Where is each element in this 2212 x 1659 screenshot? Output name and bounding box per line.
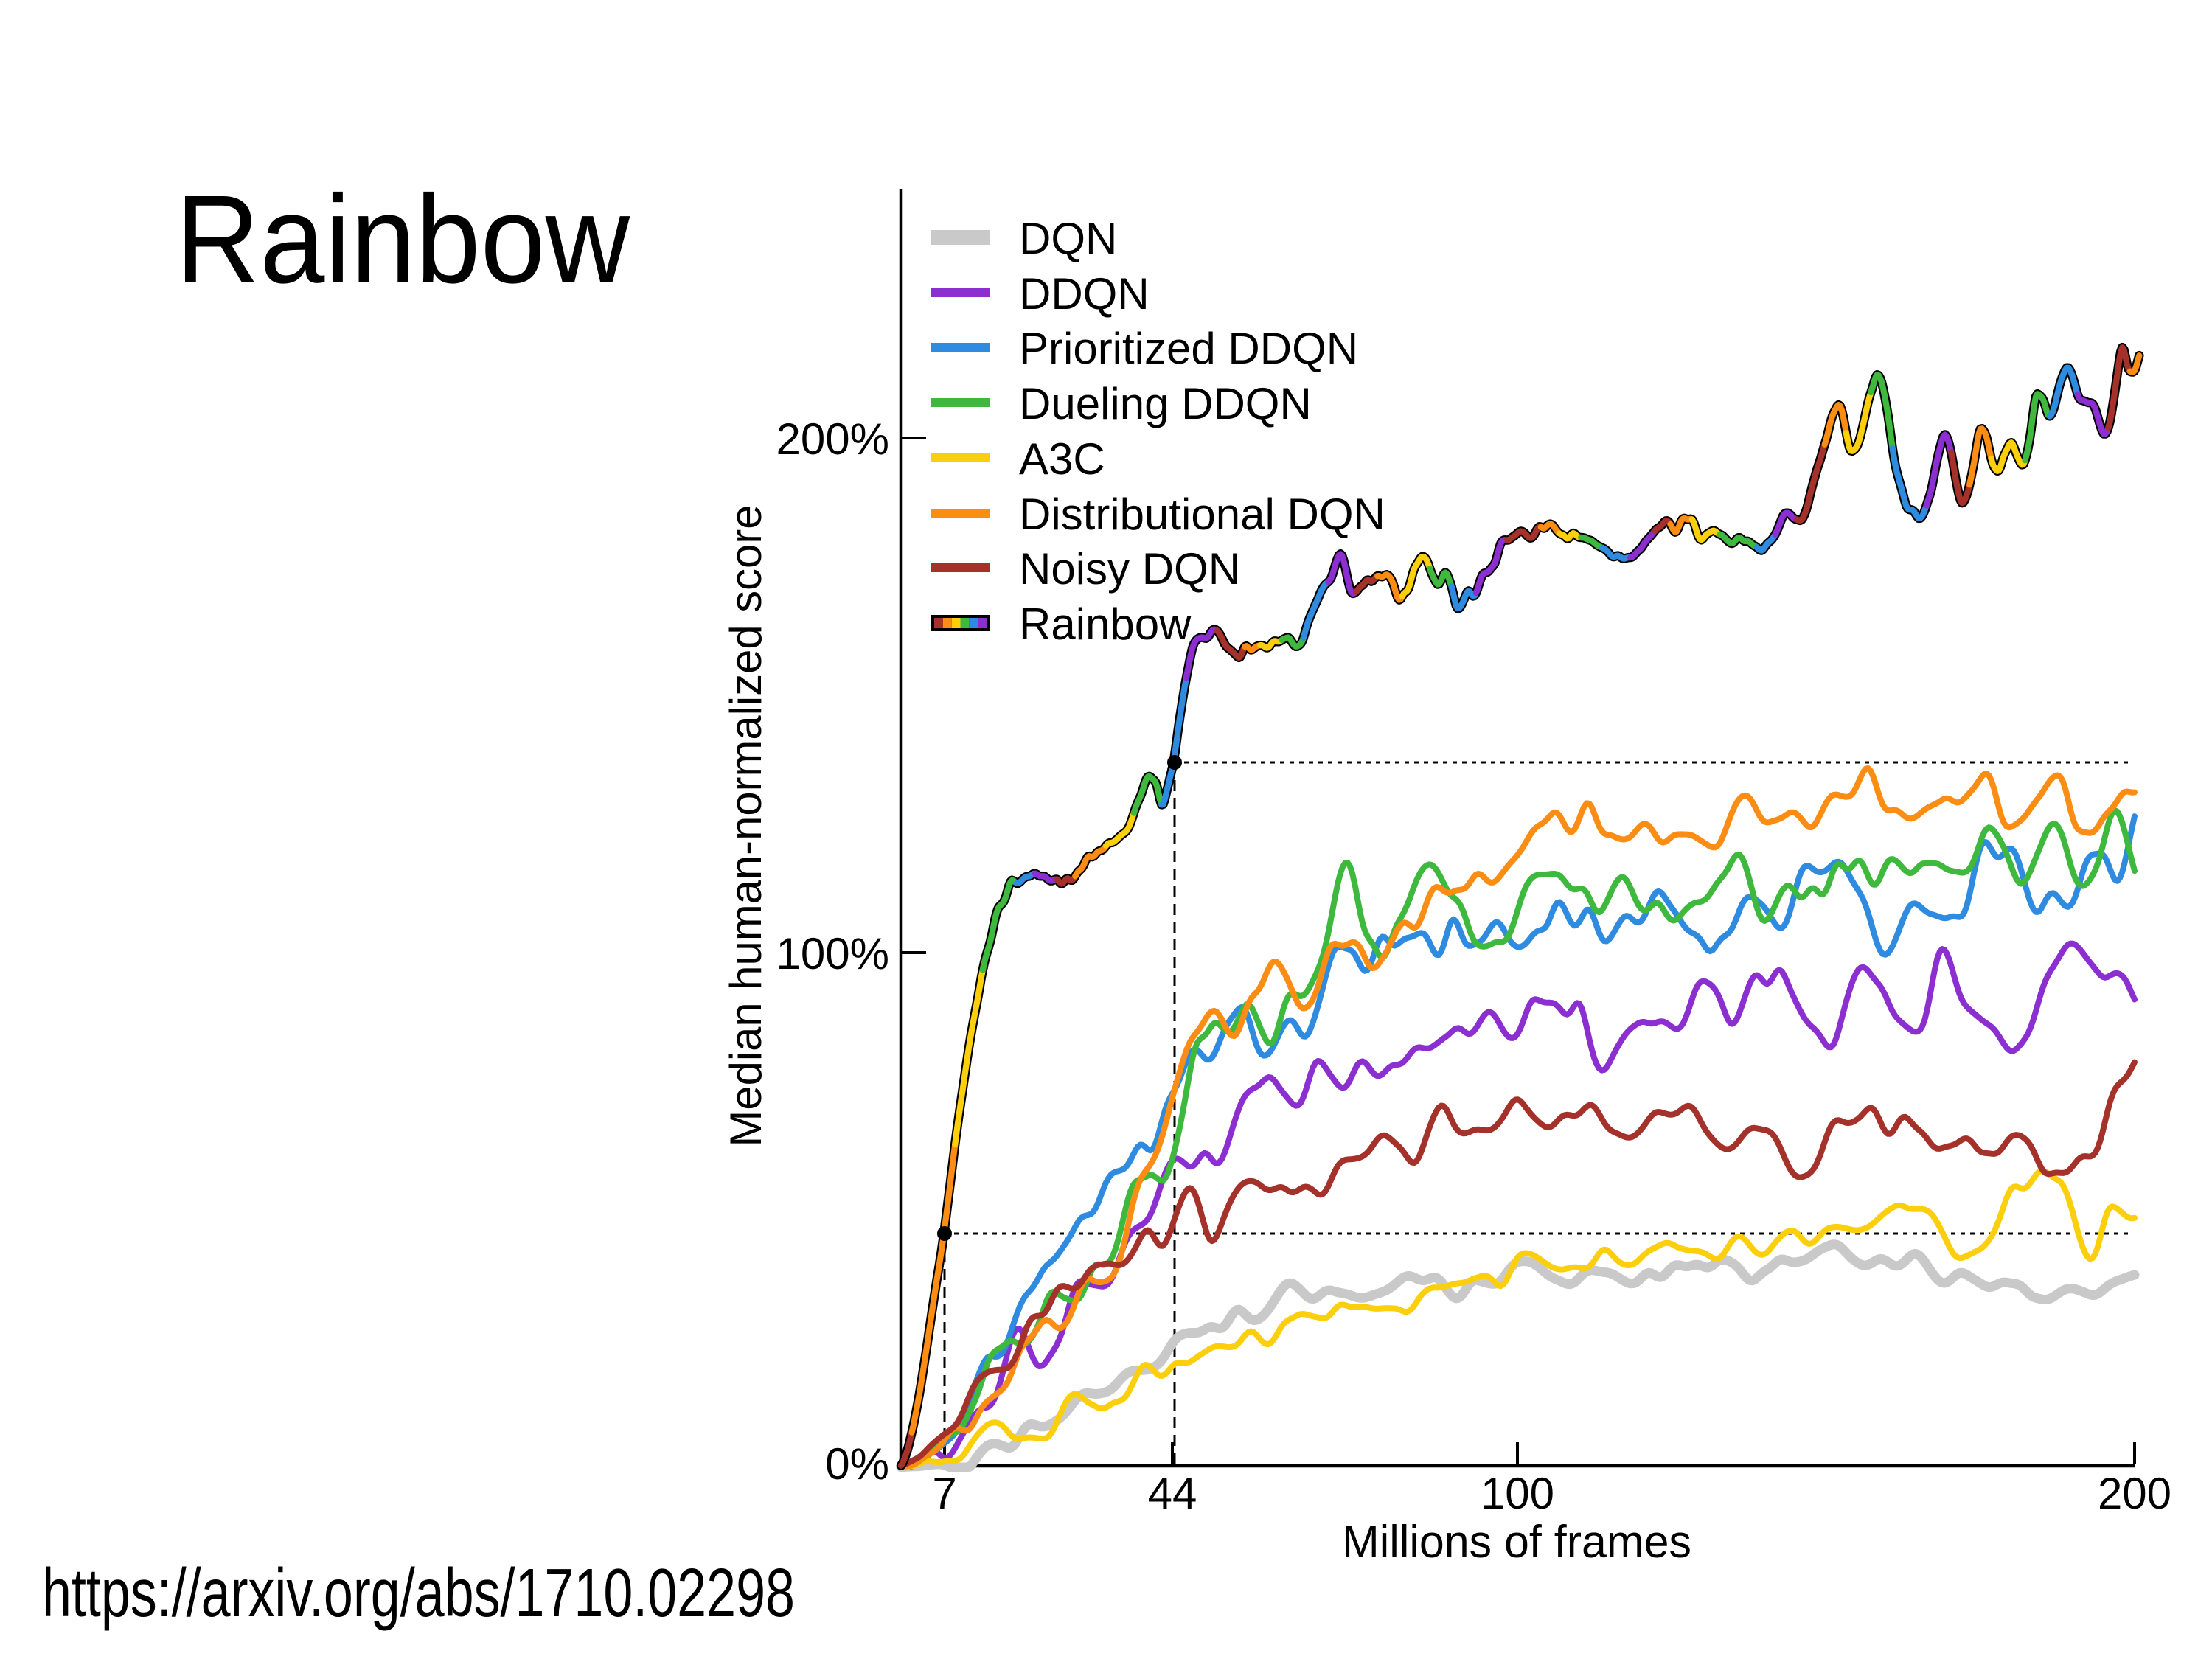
svg-text:DQN: DQN bbox=[1019, 214, 1117, 263]
svg-text:Millions of frames: Millions of frames bbox=[1342, 1517, 1691, 1568]
svg-text:0%: 0% bbox=[825, 1439, 889, 1489]
svg-text:Dueling DDQN: Dueling DDQN bbox=[1019, 379, 1312, 428]
svg-text:DDQN: DDQN bbox=[1019, 269, 1150, 319]
svg-text:44: 44 bbox=[1148, 1469, 1197, 1518]
svg-text:Prioritized DDQN: Prioritized DDQN bbox=[1019, 324, 1358, 373]
svg-text:200%: 200% bbox=[776, 414, 889, 464]
svg-text:Median human-normalized score: Median human-normalized score bbox=[721, 505, 771, 1147]
svg-text:Noisy DQN: Noisy DQN bbox=[1019, 544, 1240, 594]
svg-text:100%: 100% bbox=[776, 929, 889, 978]
svg-text:Rainbow: Rainbow bbox=[1019, 599, 1192, 649]
svg-text:200: 200 bbox=[2098, 1469, 2171, 1518]
svg-text:7: 7 bbox=[932, 1469, 956, 1518]
svg-text:100: 100 bbox=[1481, 1469, 1554, 1518]
svg-text:A3C: A3C bbox=[1019, 434, 1105, 484]
svg-text:https://arxiv.org/abs/1710.022: https://arxiv.org/abs/1710.02298 bbox=[42, 1554, 795, 1631]
svg-text:Distributional DQN: Distributional DQN bbox=[1019, 490, 1385, 539]
svg-text:Rainbow: Rainbow bbox=[175, 170, 630, 310]
